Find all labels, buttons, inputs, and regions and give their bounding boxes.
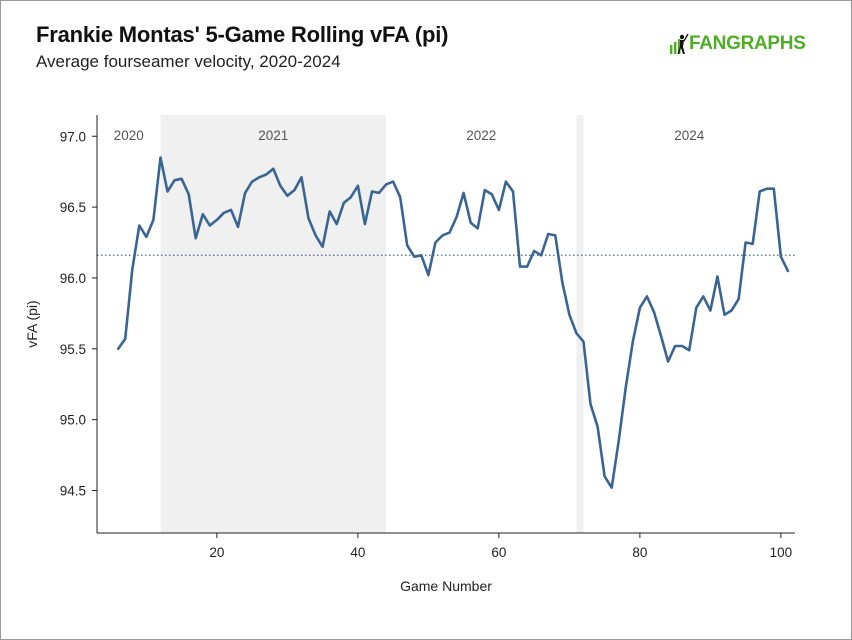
y-axis-ticks: 94.5 95.0 95.5 96.0 96.5 97.0: [60, 129, 97, 498]
season-label: 2022: [466, 128, 496, 143]
chart-subtitle: Average fourseamer velocity, 2020-2024: [36, 52, 341, 71]
series-line: [116, 156, 790, 489]
x-axis-ticks: 20 40 60 80 100: [209, 533, 792, 560]
x-tick-label: 80: [632, 545, 647, 560]
fangraphs-wordmark: FANGRAPHS: [689, 33, 806, 54]
x-tick-label: 20: [209, 545, 224, 560]
season-bands: [160, 115, 584, 533]
x-tick-label: 60: [491, 545, 506, 560]
axes: [96, 115, 795, 534]
y-tick-label: 95.5: [60, 342, 86, 357]
x-axis-title: Game Number: [400, 578, 492, 594]
y-tick-label: 94.5: [60, 483, 86, 498]
y-tick-label: 95.0: [60, 413, 86, 428]
x-tick-label: 40: [350, 545, 365, 560]
fangraphs-batter-icon: [670, 33, 689, 54]
season-label: 2024: [674, 128, 705, 143]
season-band: [576, 115, 584, 533]
season-band: [160, 115, 387, 533]
y-axis-title: vFA (pi): [24, 300, 40, 347]
fangraphs-logo: FANGRAPHS: [667, 32, 806, 56]
season-label: 2021: [258, 128, 288, 143]
y-tick-label: 96.5: [60, 200, 86, 215]
chart-title: Frankie Montas' 5-Game Rolling vFA (pi): [36, 22, 449, 47]
season-label: 2020: [114, 128, 144, 143]
x-tick-label: 100: [770, 545, 793, 560]
y-tick-label: 97.0: [60, 129, 86, 144]
y-tick-label: 96.0: [60, 271, 86, 286]
season-labels: 2020 2021 2022 2024: [114, 128, 705, 143]
